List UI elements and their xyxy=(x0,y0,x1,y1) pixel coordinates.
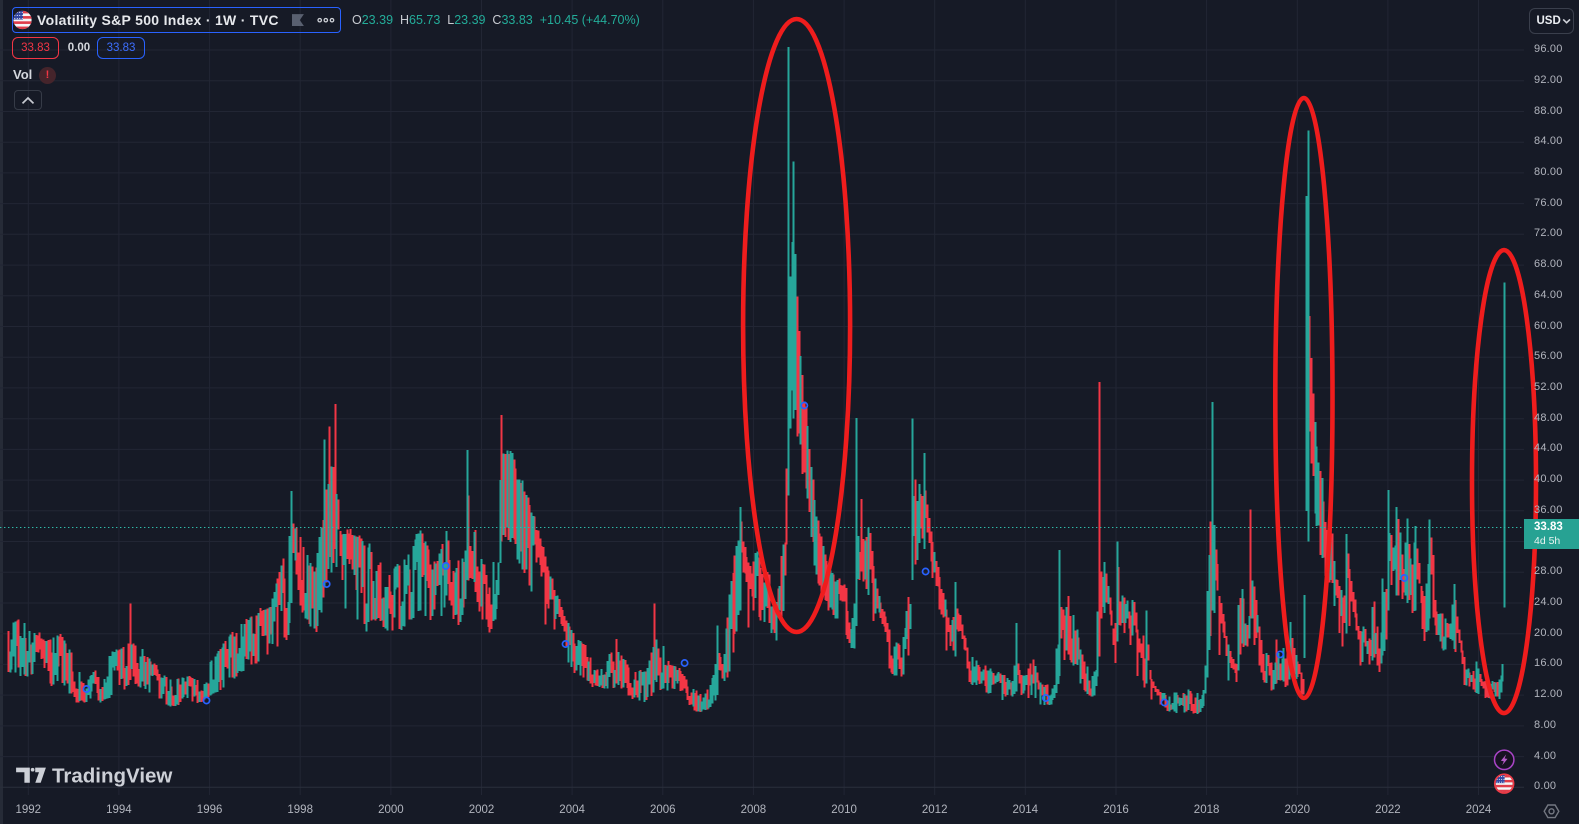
svg-text:TradingView: TradingView xyxy=(52,765,172,788)
